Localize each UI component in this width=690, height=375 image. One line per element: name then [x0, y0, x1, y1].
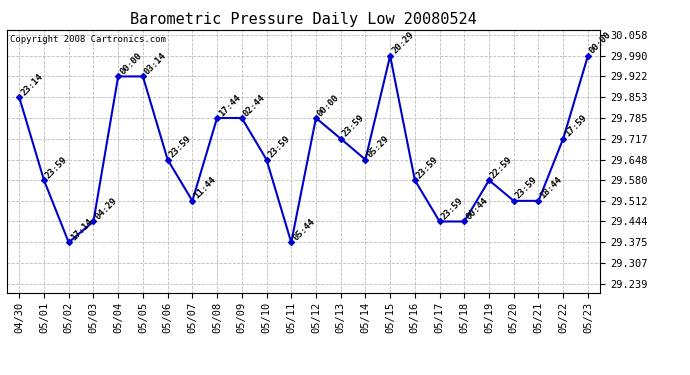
- Text: 23:59: 23:59: [44, 155, 70, 180]
- Text: 00:00: 00:00: [118, 51, 144, 76]
- Text: 05:44: 05:44: [291, 217, 317, 242]
- Text: 02:44: 02:44: [241, 93, 267, 118]
- Text: 00:44: 00:44: [464, 196, 490, 222]
- Title: Barometric Pressure Daily Low 20080524: Barometric Pressure Daily Low 20080524: [130, 12, 477, 27]
- Text: 11:44: 11:44: [193, 176, 218, 201]
- Text: 00:00: 00:00: [588, 30, 613, 56]
- Text: 20:29: 20:29: [390, 30, 415, 56]
- Text: 23:59: 23:59: [440, 196, 465, 222]
- Text: 23:59: 23:59: [168, 134, 193, 160]
- Text: 23:59: 23:59: [341, 113, 366, 139]
- Text: 23:59: 23:59: [514, 176, 539, 201]
- Text: 22:59: 22:59: [489, 155, 515, 180]
- Text: 23:59: 23:59: [266, 134, 292, 160]
- Text: 23:59: 23:59: [415, 155, 440, 180]
- Text: 17:59: 17:59: [563, 113, 589, 139]
- Text: 00:00: 00:00: [316, 93, 342, 118]
- Text: 05:29: 05:29: [366, 134, 391, 160]
- Text: 18:44: 18:44: [538, 176, 564, 201]
- Text: 17:14: 17:14: [69, 217, 94, 242]
- Text: Copyright 2008 Cartronics.com: Copyright 2008 Cartronics.com: [10, 35, 166, 44]
- Text: 03:14: 03:14: [143, 51, 168, 76]
- Text: 17:44: 17:44: [217, 93, 242, 118]
- Text: 23:14: 23:14: [19, 72, 45, 98]
- Text: 04:29: 04:29: [93, 196, 119, 222]
